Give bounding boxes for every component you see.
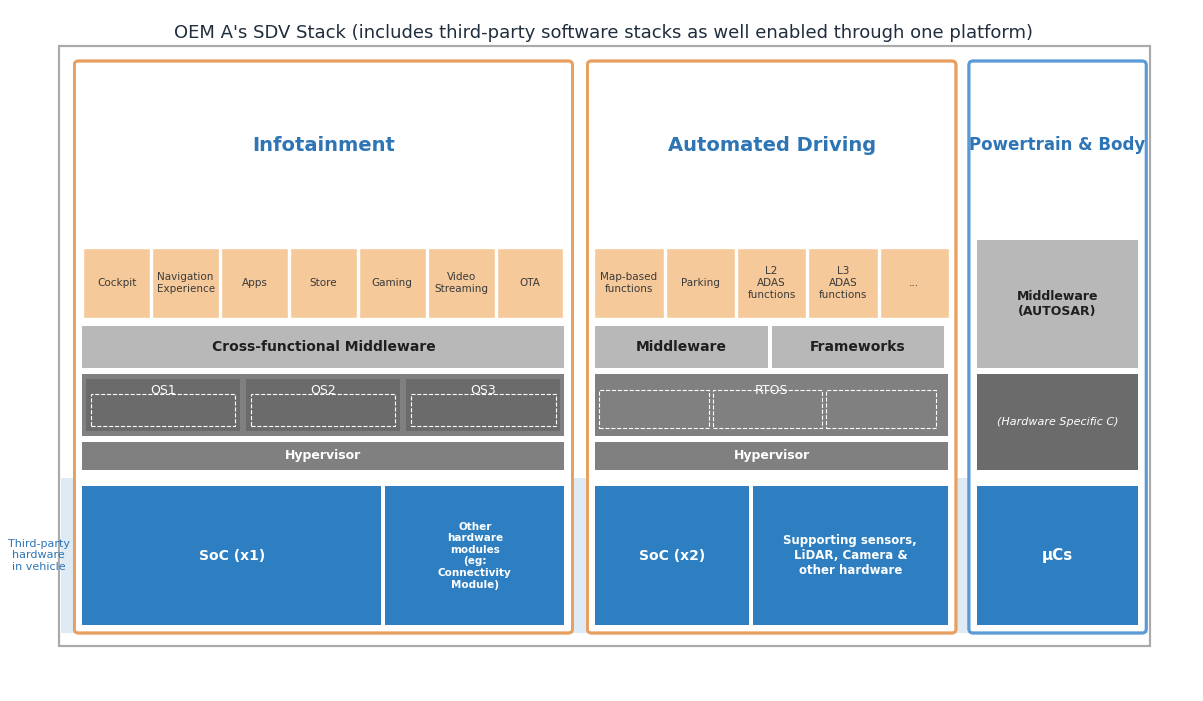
Bar (61, 478, 1148, 633)
Text: μCs: μCs (1042, 548, 1073, 563)
Text: Powertrain & Body: Powertrain & Body (970, 137, 1145, 154)
Bar (808, 248, 878, 318)
Bar (411, 394, 556, 426)
Bar (59, 46, 1150, 646)
Text: Cockpit: Cockpit (97, 278, 136, 288)
Text: Other
hardware
modules
(eg:
Connectivity
Module): Other hardware modules (eg: Connectivity… (438, 522, 511, 590)
Bar (595, 442, 948, 470)
Text: Supporting sensors,
LiDAR, Camera &
other hardware: Supporting sensors, LiDAR, Camera & othe… (783, 534, 917, 577)
Bar (977, 374, 1138, 470)
Bar (826, 390, 936, 428)
Text: OS1: OS1 (150, 383, 177, 397)
Text: L3
ADAS
functions: L3 ADAS functions (819, 266, 867, 299)
Bar (91, 394, 236, 426)
Text: Middleware: Middleware (636, 340, 727, 354)
Text: OS3: OS3 (470, 383, 497, 397)
Text: Cross-functional Middleware: Cross-functional Middleware (212, 340, 435, 354)
Bar (59, 46, 1150, 646)
Text: Store: Store (309, 278, 337, 288)
Bar (87, 379, 241, 431)
Text: Frameworks: Frameworks (810, 340, 906, 354)
Bar (221, 248, 288, 318)
Bar (665, 248, 735, 318)
Bar (428, 248, 494, 318)
Bar (251, 394, 396, 426)
Bar (879, 248, 949, 318)
Bar (977, 240, 1138, 368)
Bar (153, 248, 219, 318)
Bar (407, 379, 561, 431)
Text: OTA: OTA (520, 278, 540, 288)
Bar (497, 248, 563, 318)
Bar (247, 379, 401, 431)
Bar (771, 326, 944, 368)
Text: SoC (x2): SoC (x2) (639, 548, 705, 562)
Text: ...: ... (909, 278, 919, 288)
Text: Gaming: Gaming (372, 278, 413, 288)
Text: Middleware
(AUTOSAR): Middleware (AUTOSAR) (1017, 290, 1098, 318)
Bar (83, 248, 150, 318)
Text: Hypervisor: Hypervisor (734, 449, 810, 463)
Bar (737, 248, 806, 318)
Text: SoC (x1): SoC (x1) (198, 548, 265, 562)
Text: Apps: Apps (242, 278, 267, 288)
Bar (290, 248, 357, 318)
Text: Navigation
Experience: Navigation Experience (156, 272, 214, 294)
Text: Infotainment: Infotainment (251, 136, 395, 155)
Bar (358, 248, 426, 318)
Bar (385, 486, 564, 625)
Bar (82, 374, 564, 436)
Text: Parking: Parking (681, 278, 719, 288)
FancyBboxPatch shape (587, 61, 956, 633)
FancyBboxPatch shape (968, 61, 1146, 633)
Text: Video
Streaming: Video Streaming (434, 272, 488, 294)
Text: OS2: OS2 (310, 383, 337, 397)
Text: Automated Driving: Automated Driving (668, 136, 876, 155)
Bar (82, 442, 564, 470)
Bar (753, 486, 948, 625)
Text: Hypervisor: Hypervisor (285, 449, 362, 463)
Bar (82, 326, 564, 368)
Bar (599, 390, 709, 428)
Bar (713, 390, 823, 428)
Text: OEM A's SDV Stack (includes third-party software stacks as well enabled through : OEM A's SDV Stack (includes third-party … (173, 24, 1033, 42)
Bar (82, 486, 381, 625)
FancyBboxPatch shape (75, 61, 573, 633)
Bar (595, 374, 948, 436)
Text: RTOS: RTOS (755, 383, 788, 397)
Text: L2
ADAS
functions: L2 ADAS functions (747, 266, 796, 299)
Bar (595, 326, 768, 368)
Text: Third-party
hardware
in vehicle: Third-party hardware in vehicle (7, 539, 70, 572)
Text: Map-based
functions: Map-based functions (600, 272, 658, 294)
Text: (Hardware Specific C): (Hardware Specific C) (997, 417, 1119, 427)
Bar (595, 486, 748, 625)
Bar (977, 486, 1138, 625)
Bar (594, 248, 664, 318)
